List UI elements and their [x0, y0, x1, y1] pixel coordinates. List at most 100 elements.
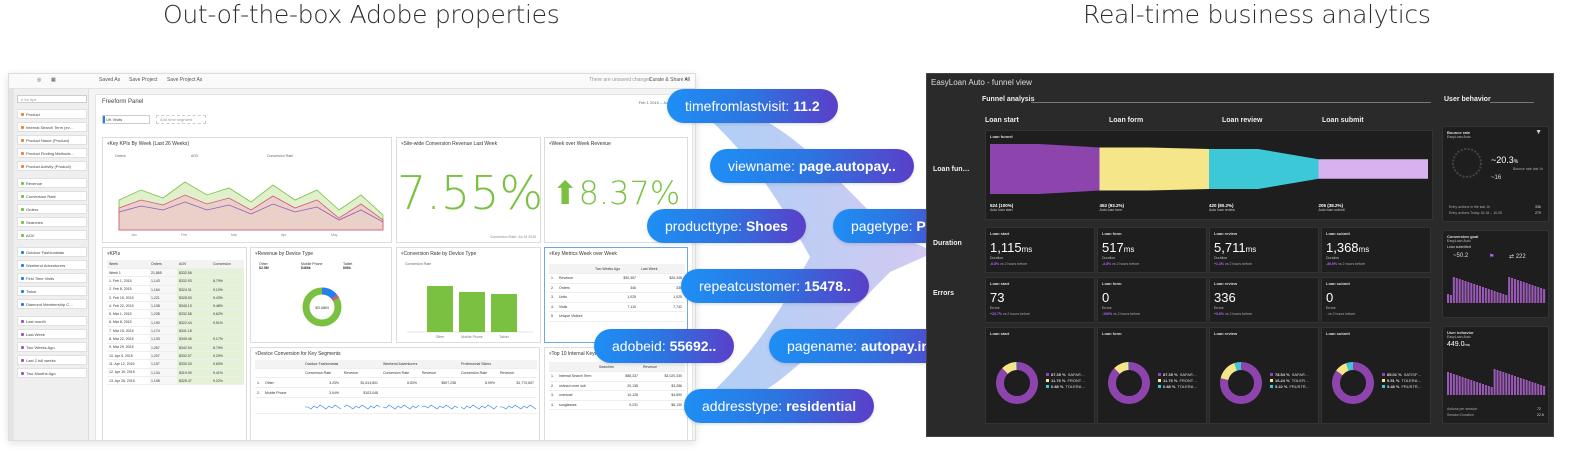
apdex-donut-tile[interactable]: Loan review 78.54 % SAFAR… 16.24 % TOLER… 5.2…	[1209, 327, 1319, 424]
table-row[interactable]: 1. Feb 1, 2015 1,143 $332.93 8.79%	[107, 277, 244, 286]
row-number: 2.	[551, 285, 554, 290]
sidebar-component-item[interactable]: Weekend Adventurers	[17, 260, 87, 270]
sidebar-component-item[interactable]: Orders	[17, 204, 87, 214]
table-row[interactable]: 4. sunglasses 9,231 $6,130	[549, 401, 685, 410]
bar	[1543, 386, 1546, 395]
table-row[interactable]: 9. Mar 29, 2015 1,267 $342.94 8.79%	[107, 343, 244, 352]
sidebar-component-item[interactable]: Product	[17, 109, 87, 119]
site-conversion-card[interactable]: Site-wide Conversion Revenue Last Week 7…	[396, 137, 543, 243]
table-row[interactable]: 7. Mar 15, 2015 1,174 $341.18	[107, 327, 244, 336]
kpi-by-week-card[interactable]: Key KPIs By Week (Last 26 Weeks) Orders …	[102, 137, 392, 243]
table-row[interactable]: 6. Mar 8, 2015 1,190 $322.44 9.51%	[107, 318, 244, 328]
funnel-section-title: Funnel analysis	[982, 96, 1035, 103]
row-number: 1.	[551, 276, 554, 281]
conversion-goal-tile[interactable]: Conversion goal EasyLoan Auto Loan submi…	[1442, 230, 1549, 318]
funnel-step[interactable]	[1318, 159, 1429, 179]
sidebar-component-item[interactable]: Internal Search Term (ev…	[17, 122, 87, 132]
segments-header: Outdoor Fashionistas Weekend Adventurers…	[255, 360, 537, 369]
metric-tile[interactable]: Loan submit 1,368ms Duration -36.6% vs 2 ho…	[1321, 227, 1431, 273]
table-row[interactable]: 2. Orders 346 336	[549, 284, 685, 293]
sidebar-component-item[interactable]: Product Activity (Product)	[17, 161, 87, 171]
apdex-donut-tile[interactable]: Loan submit 85.01 % SATISF… 9.51 % TOLERA… 5.…	[1321, 327, 1431, 424]
ub-number: 449.0	[1447, 341, 1465, 348]
sidebar-component-item[interactable]: Last month	[17, 316, 87, 326]
sidebar-component-item[interactable]: Last Week	[17, 329, 87, 339]
conversion-device-card[interactable]: Conversion Rate by Device Type Conversio…	[396, 247, 541, 343]
donut-slice	[1220, 362, 1262, 404]
key-metrics-card[interactable]: Key Metrics Week over Week Two Weeks Ago…	[544, 247, 688, 343]
metric-tile[interactable]: Loan review 5,711ms Duration +1.3% vs 2 hou…	[1209, 227, 1319, 273]
kpis-table-card[interactable]: KPIs Week Orders AOV Conversion Week 1 21,865…	[102, 247, 247, 440]
component-search-input[interactable]: # for tips	[17, 95, 87, 103]
tile-title: Loan review	[1214, 281, 1238, 286]
sidebar-component-item[interactable]: Outdoor Fashionistas	[17, 247, 87, 257]
add-segment-dropzone[interactable]: Add time segment	[156, 115, 206, 124]
bar	[1481, 287, 1484, 303]
segment-dropdown[interactable]: UK Visits	[102, 115, 150, 124]
table-row[interactable]: 1. Internal Search Term 888,337 $3,020,330	[549, 372, 685, 382]
toolbar-icon-b[interactable]: ▦	[51, 77, 56, 83]
apdex-donut-tile[interactable]: Loan start 87.35 % SAFAR… 11.76 % FRONT… 0.88…	[985, 327, 1095, 424]
table-row[interactable]: 1. Revenue $30,357 $26,348	[549, 274, 685, 284]
sidebar-component-item[interactable]: Product Name (Product)	[17, 135, 87, 145]
metric-tile[interactable]: Loan submit 0 Errors - vs 2 hours before	[1321, 277, 1431, 323]
legend-percent: 85.01 %	[1387, 372, 1402, 377]
table-row[interactable]: 4. Visits 7,110 7,742	[549, 303, 685, 312]
sidebar-component-item[interactable]: Two Months Ago	[17, 368, 87, 378]
table-row[interactable]: 11. Apr 12, 2015 1,157 $330.33 9.60%	[107, 360, 244, 369]
funnel-step[interactable]	[1099, 147, 1210, 191]
metric-tile[interactable]: Loan form 0 Errors -100% vs 2 hours before	[1097, 277, 1207, 323]
table-row[interactable]: 13. Apr 26, 2015 1,198 $325.47 9.22%	[107, 376, 244, 386]
table-row[interactable]: 5. Unique Visitors	[549, 312, 685, 322]
table-row[interactable]: 4. Feb 22, 2015 1,198 $340.13 9.48%	[107, 302, 244, 311]
metric-tile[interactable]: Loan start 1,115ms Duration -6.8% vs 2 hour…	[985, 227, 1095, 273]
table-row[interactable]: 1. Other 3.23% $1,614,801 8.83% $597,238 8.99%…	[255, 378, 537, 388]
tag-repeatcustomer: repeatcustomer: 15478..	[681, 269, 869, 303]
toolbar-icon-a[interactable]: ◎	[37, 77, 42, 83]
metric-tile[interactable]: Loan start 73 Errors +23.7% vs 2 hours befo…	[985, 277, 1095, 323]
table-row[interactable]: 3. Feb 15, 2015 1,221 $328.53 9.43%	[107, 293, 244, 303]
device-conversion-card[interactable]: Device Conversion for Key Segments Outdo…	[250, 347, 540, 440]
table-row[interactable]: 2. Mobile Phone 3.04% $103,048	[255, 388, 537, 398]
table-row[interactable]: 2. Feb 8, 2015 1,164 $324.01 9.10%	[107, 285, 244, 294]
toolbar-curate-share[interactable]: Curate & Share All	[649, 77, 691, 83]
sidebar-component-item[interactable]: Revenue	[17, 178, 87, 188]
table-row[interactable]: 3. Units 1,025 1,025	[549, 293, 685, 303]
sidebar-component-item[interactable]: Diamond Membership C…	[17, 299, 87, 309]
sidebar-component-item[interactable]: Conversion Rate	[17, 191, 87, 201]
toolbar-save-project[interactable]: Save Project	[129, 77, 158, 83]
tile-title: Loan start	[990, 331, 1010, 336]
sidebar-component-item[interactable]: AOV	[17, 230, 87, 240]
metric-tile[interactable]: Loan review 336 Errors +3.6% vs 2 hours bef…	[1209, 277, 1319, 323]
sidebar-component-item[interactable]: Two Weeks Ago	[17, 342, 87, 352]
revenue-device-card[interactable]: Revenue by Device Type Other$2.5M Mobile…	[250, 247, 392, 343]
apdex-donut-tile[interactable]: Loan form 87.35 % SAFAR… 11.76 % FRONT… 0.88 …	[1097, 327, 1207, 424]
metric-tile[interactable]: Loan form 517ms Duration -3.8% vs 2 hours b…	[1097, 227, 1207, 273]
table-row[interactable]: 2. oshna b men suit 20,138 $3,286	[549, 382, 685, 391]
table-row[interactable]: 5. Mar 1, 2015 1,238 $332.58 9.62%	[107, 310, 244, 319]
funnel-step-count: 524 (100%)	[990, 203, 1014, 208]
user-behavior-tile[interactable]: User behavior EasyLoan Auto 449.0ms Acti…	[1442, 326, 1549, 424]
sidebar-component-item[interactable]: Product Finding Methods…	[17, 148, 87, 158]
sidebar-component-item[interactable]: Twice	[17, 286, 87, 296]
funnel-step[interactable]	[1209, 149, 1319, 189]
toolbar-save-project-as[interactable]: Save Project As	[167, 77, 203, 83]
filter-icon[interactable]: ▼	[1535, 129, 1542, 136]
right-heading: Real-time business analytics	[1083, 0, 1431, 29]
table-row[interactable]: 10. Apr 5, 2015 1,207 $332.07 9.29%	[107, 351, 244, 361]
funnel-step[interactable]	[990, 144, 1100, 194]
table-row[interactable]: 12. Apr 19, 2015 1,134 $319.90 9.41%	[107, 368, 244, 377]
close-icon[interactable]: ✕	[684, 77, 689, 83]
sidebar-component-item[interactable]: First Time Visits	[17, 273, 87, 283]
table-row[interactable]: Week 1 21,865 $332.56	[107, 269, 244, 278]
bounce-rate-tile[interactable]: Bounce rate EasyLoan Auto ▼ ~20.3% Bounc…	[1442, 126, 1549, 222]
toolbar-saved[interactable]: Saved As	[99, 77, 121, 83]
sidebar-component-item[interactable]: Last 2 full weeks	[17, 355, 87, 365]
bounce-min: ~16	[1491, 175, 1502, 181]
loan-funnel-tile[interactable]: Loan funnel 524 (100%) Auto loan start 452…	[985, 130, 1433, 220]
table-row[interactable]: 3. overcoat 10,128 $4,890	[549, 391, 685, 401]
sidebar-component-item[interactable]: Searches	[17, 217, 87, 227]
panel-date-range[interactable]: Feb 1 2015 – Jul 31 2015	[638, 100, 684, 105]
table-row[interactable]: 8. Mar 22, 2015 1,133 $349.46 9.17%	[107, 335, 244, 344]
tile-title: Loan submit	[1326, 231, 1350, 236]
